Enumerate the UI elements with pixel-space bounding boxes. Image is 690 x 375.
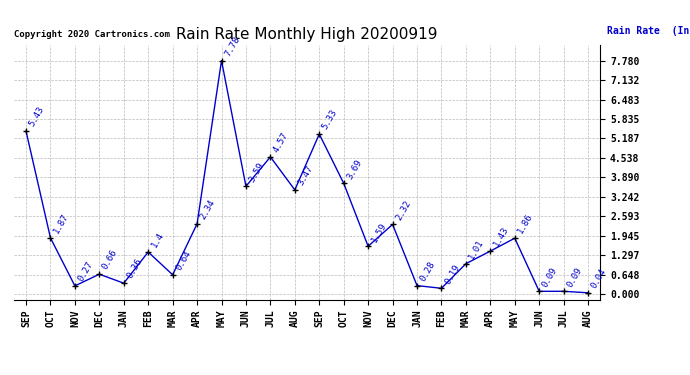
Title: Rain Rate Monthly High 20200919: Rain Rate Monthly High 20200919 <box>177 27 437 42</box>
Text: 0.28: 0.28 <box>418 260 437 283</box>
Text: 3.69: 3.69 <box>345 158 364 180</box>
Text: 3.47: 3.47 <box>296 164 315 187</box>
Text: 1.4: 1.4 <box>150 231 166 249</box>
Text: 0.04: 0.04 <box>589 267 608 290</box>
Text: 5.33: 5.33 <box>321 108 339 131</box>
Text: 1.43: 1.43 <box>492 225 511 248</box>
Text: 3.59: 3.59 <box>247 160 266 183</box>
Text: 0.09: 0.09 <box>540 266 559 288</box>
Text: 0.19: 0.19 <box>443 262 462 285</box>
Text: 0.36: 0.36 <box>125 257 144 280</box>
Text: 0.27: 0.27 <box>77 260 95 283</box>
Text: 5.43: 5.43 <box>28 105 46 128</box>
Text: 0.66: 0.66 <box>101 248 119 272</box>
Text: Copyright 2020 Cartronics.com: Copyright 2020 Cartronics.com <box>14 30 170 39</box>
Text: 1.86: 1.86 <box>516 212 535 236</box>
Text: 1.59: 1.59 <box>370 220 388 243</box>
Text: 0.64: 0.64 <box>174 249 193 272</box>
Text: 1.87: 1.87 <box>52 212 70 235</box>
Text: 0.09: 0.09 <box>565 266 584 288</box>
Text: 4.57: 4.57 <box>272 131 290 154</box>
Text: Rain Rate  (Inches/Hour): Rain Rate (Inches/Hour) <box>607 26 690 36</box>
Text: 7.78: 7.78 <box>223 35 241 58</box>
Text: 2.32: 2.32 <box>394 198 413 222</box>
Text: 2.34: 2.34 <box>199 198 217 221</box>
Text: 1.01: 1.01 <box>467 238 486 261</box>
